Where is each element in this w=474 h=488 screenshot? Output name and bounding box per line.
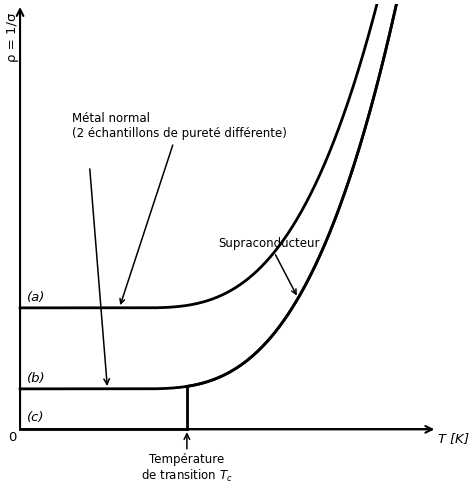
Text: Température
de transition $T_c$: Température de transition $T_c$ [141, 453, 233, 485]
Text: (a): (a) [27, 291, 46, 304]
Text: 0: 0 [8, 431, 16, 445]
Text: (b): (b) [27, 372, 46, 385]
Text: $T$ [K]: $T$ [K] [437, 431, 470, 447]
Text: (c): (c) [27, 411, 45, 425]
Text: Métal normal
(2 échantillons de pureté différente): Métal normal (2 échantillons de pureté d… [72, 112, 287, 304]
Text: ρ = 1/σ: ρ = 1/σ [6, 12, 19, 61]
Text: Supraconducteur: Supraconducteur [219, 237, 320, 294]
